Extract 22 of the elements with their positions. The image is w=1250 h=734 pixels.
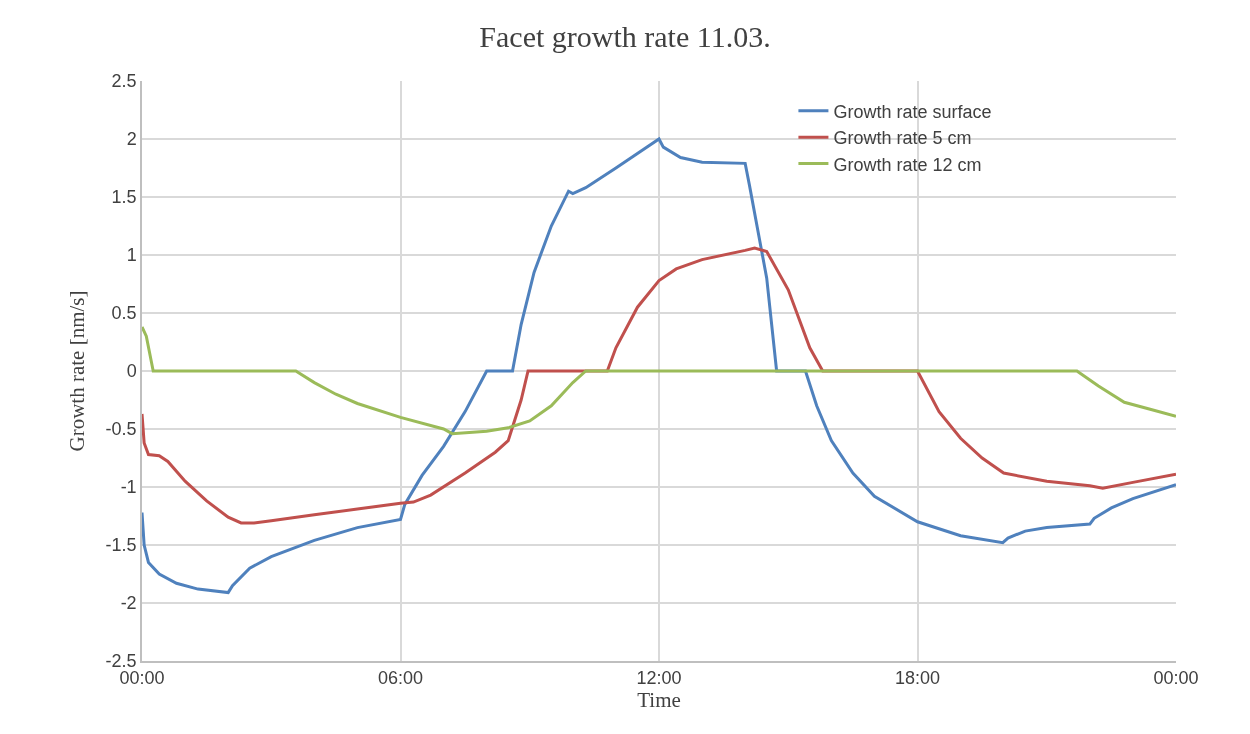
y-tick-label: 1.5 [111, 187, 137, 208]
y-tick-label: -1.5 [105, 535, 137, 556]
y-tick-label: -1 [120, 477, 137, 498]
x-tick-label: 06:00 [377, 668, 424, 689]
x-tick-label: 18:00 [894, 668, 941, 689]
x-tick-label: 00:00 [1153, 668, 1199, 689]
chart-title: Facet growth rate 11.03. [479, 19, 771, 53]
y-tick-label: -0.5 [105, 419, 137, 440]
y-tick-label: 2.5 [111, 71, 137, 92]
line-series [142, 325, 1176, 436]
y-axis-title: Growth rate [nm/s] [65, 290, 90, 452]
y-tick-label: 2 [126, 129, 137, 150]
line-series [142, 246, 1176, 525]
x-axis-title: Time [637, 688, 681, 713]
y-tick-label: 1 [126, 245, 137, 266]
y-tick-label: -2 [120, 593, 137, 614]
legend-label: Growth rate 12 cm [833, 154, 982, 175]
x-tick-label: 12:00 [636, 668, 682, 689]
legend-label: Growth rate surface [833, 101, 992, 122]
y-tick-label: 0.5 [111, 303, 137, 324]
legend-label: Growth rate 5 cm [833, 128, 972, 149]
y-tick-label: 0 [126, 361, 137, 382]
